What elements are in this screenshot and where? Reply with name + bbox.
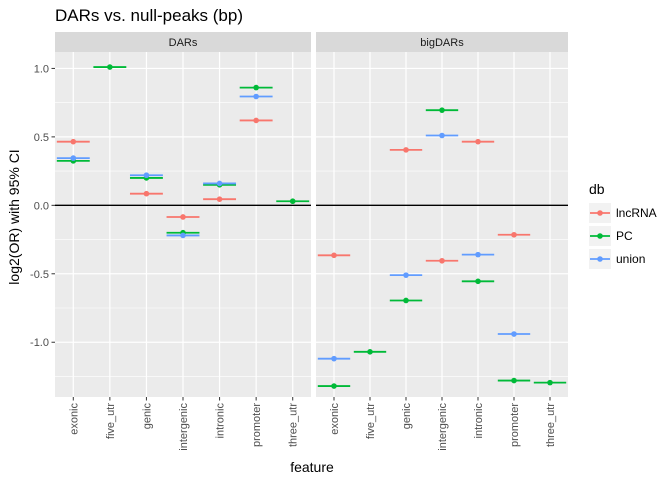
legend-item-lncRNA: lncRNA xyxy=(589,203,657,223)
panel-bigDARs: bigDARs exonic five_utr genic intergenic intr… xyxy=(316,32,568,451)
point-lncRNA xyxy=(180,214,186,220)
facet-strip-label: bigDARs xyxy=(420,37,464,49)
legend-item-PC: PC xyxy=(589,226,633,246)
legend-label: PC xyxy=(616,229,633,243)
x-tick-label: exonic xyxy=(68,403,80,435)
y-tick-label: 0.5 xyxy=(34,132,49,144)
facet-strip-label: DARs xyxy=(169,37,198,49)
point-union xyxy=(180,232,186,239)
x-tick-label: genic xyxy=(141,403,153,430)
x-axis-title: feature xyxy=(290,459,334,475)
point-union xyxy=(216,180,223,187)
facet-strip xyxy=(55,32,311,52)
x-tick-label: intronic xyxy=(473,403,485,439)
x-tick-label: three_utr xyxy=(545,403,557,447)
point-PC xyxy=(439,107,445,113)
x-tick-label: promoter xyxy=(251,403,263,447)
point-lncRNA xyxy=(331,252,337,259)
point-lncRNA xyxy=(253,117,259,124)
x-tick-label: genic xyxy=(401,403,413,430)
point-union xyxy=(331,355,337,362)
point-lncRNA xyxy=(511,231,517,238)
point-union xyxy=(475,251,481,258)
point-lncRNA xyxy=(143,190,150,197)
x-tick-label: five_utr xyxy=(105,403,117,439)
y-tick-label: 0.0 xyxy=(34,200,49,212)
x-tick-label: intergenic xyxy=(437,403,449,451)
x-tick-label: exonic xyxy=(329,403,341,435)
point-PC xyxy=(107,64,113,70)
point-union xyxy=(253,93,259,100)
y-axis-title: log2(OR) with 95% CI xyxy=(6,149,22,284)
x-tick-label: three_utr xyxy=(288,403,300,447)
point-lncRNA xyxy=(403,147,409,153)
x-tick-label: intronic xyxy=(215,403,227,439)
point-PC xyxy=(367,349,373,355)
point-lncRNA xyxy=(475,138,481,145)
y-tick-label: 1.0 xyxy=(34,63,49,75)
legend-items: lncRNA PC union xyxy=(589,203,657,269)
x-tick-label: promoter xyxy=(509,403,521,447)
legend-item-union: union xyxy=(589,249,645,269)
point-PC xyxy=(253,84,259,91)
x-tick-label: intergenic xyxy=(178,403,190,451)
point-PC xyxy=(475,278,481,285)
chart-title: DARs vs. null-peaks (bp) xyxy=(55,6,243,25)
point-union xyxy=(70,155,77,161)
legend-label: lncRNA xyxy=(616,206,657,220)
point-lncRNA xyxy=(216,196,223,202)
point-lncRNA xyxy=(439,257,445,264)
point-PC xyxy=(289,198,296,205)
point-union xyxy=(439,132,445,139)
point-PC xyxy=(511,377,517,384)
y-tick-label: -0.5 xyxy=(30,269,49,281)
point-PC xyxy=(403,297,409,304)
point-PC xyxy=(547,379,553,386)
point-union xyxy=(511,331,517,337)
facet-strip xyxy=(316,32,568,52)
legend-key-point xyxy=(597,210,603,216)
panels: DARs exonic five_utr genic intergenic introni… xyxy=(30,32,568,451)
legend-key-point xyxy=(597,256,603,262)
y-tick-label: -1.0 xyxy=(30,337,49,349)
point-PC xyxy=(331,383,337,389)
legend: db lncRNA PC union xyxy=(589,181,657,269)
legend-key-point xyxy=(597,233,603,239)
point-union xyxy=(403,272,409,278)
panel-DARs: DARs exonic five_utr genic intergenic introni… xyxy=(30,32,311,451)
point-lncRNA xyxy=(70,138,77,145)
point-union xyxy=(143,172,150,179)
x-tick-label: five_utr xyxy=(365,403,377,439)
legend-label: union xyxy=(616,252,645,266)
legend-title: db xyxy=(589,181,605,197)
